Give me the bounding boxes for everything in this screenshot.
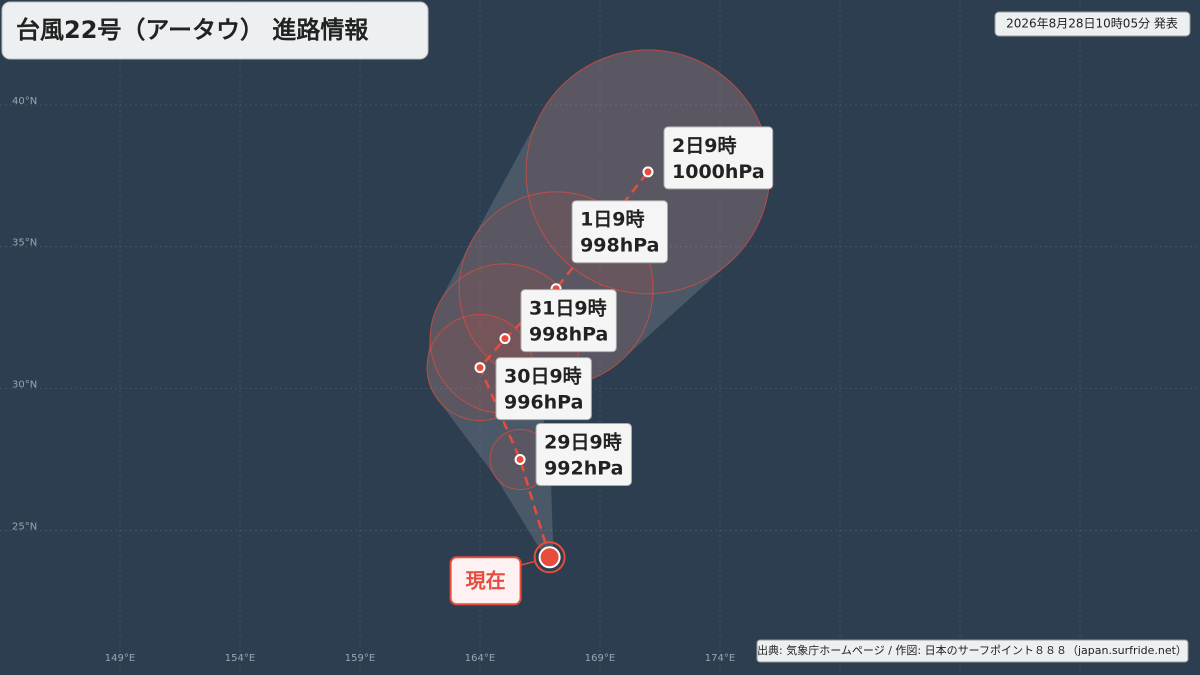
title: 台風22号（アータウ） 進路情報 — [16, 16, 369, 44]
label-pressure: 998hPa — [580, 235, 659, 257]
issued-box — [994, 11, 1191, 37]
label-time: 30日9時 — [504, 366, 582, 388]
forecast-point — [499, 333, 511, 345]
track — [474, 166, 654, 574]
forecast-point — [474, 362, 486, 374]
forecast-label: 30日9時 996hPa — [495, 357, 592, 421]
current-box — [449, 556, 522, 606]
lon-label: 169°E — [585, 653, 615, 664]
forecast-label: 1日9時 998hPa — [571, 200, 668, 264]
lat-label: 25°N — [12, 521, 37, 532]
forecast-label: 29日9時 992hPa — [535, 422, 632, 486]
forecast-label: 2日9時 1000hPa — [663, 126, 774, 190]
label-pressure: 1000hPa — [672, 161, 765, 183]
label-box — [520, 289, 617, 353]
lon-label: 154°E — [225, 653, 255, 664]
label-time: 1日9時 — [580, 209, 644, 231]
track-line — [478, 171, 649, 558]
label-pressure: 998hPa — [529, 324, 608, 346]
source-box — [756, 639, 1189, 663]
forecast-point — [642, 166, 654, 178]
label-pressure: 992hPa — [544, 457, 623, 479]
current-ring — [533, 541, 566, 574]
lat-label: 35°N — [12, 238, 37, 249]
lon-label: 174°E — [705, 653, 735, 664]
labels: 29日9時 992hPa 30日9時 996hPa 31日9時 998hPa 1日9時 998… — [449, 126, 774, 606]
lon-label: 149°E — [105, 653, 135, 664]
current-point — [538, 546, 561, 569]
label-box — [571, 200, 668, 264]
lat-label: 30°N — [12, 380, 37, 391]
current-label: 現在 — [466, 568, 506, 592]
issued-time: 2026年8月28日10時05分 発表 — [1006, 17, 1178, 31]
lat-label: 40°N — [12, 96, 37, 107]
lon-label: 164°E — [465, 653, 495, 664]
label-box — [663, 126, 774, 190]
label-box — [495, 357, 592, 421]
current-leader — [519, 560, 536, 567]
label-box — [535, 422, 632, 486]
label-time: 31日9時 — [529, 298, 607, 320]
source: 出典: 気象庁ホームページ / 作図: 日本のサーフポイント８８８（japan.… — [757, 643, 1187, 657]
forecast-label: 31日9時 998hPa — [520, 289, 617, 353]
label-time: 2日9時 — [672, 135, 736, 157]
lon-label: 159°E — [345, 653, 375, 664]
title-box — [1, 1, 429, 60]
label-time: 29日9時 — [544, 431, 622, 453]
forecast-point — [514, 453, 526, 465]
label-pressure: 996hPa — [504, 392, 583, 414]
